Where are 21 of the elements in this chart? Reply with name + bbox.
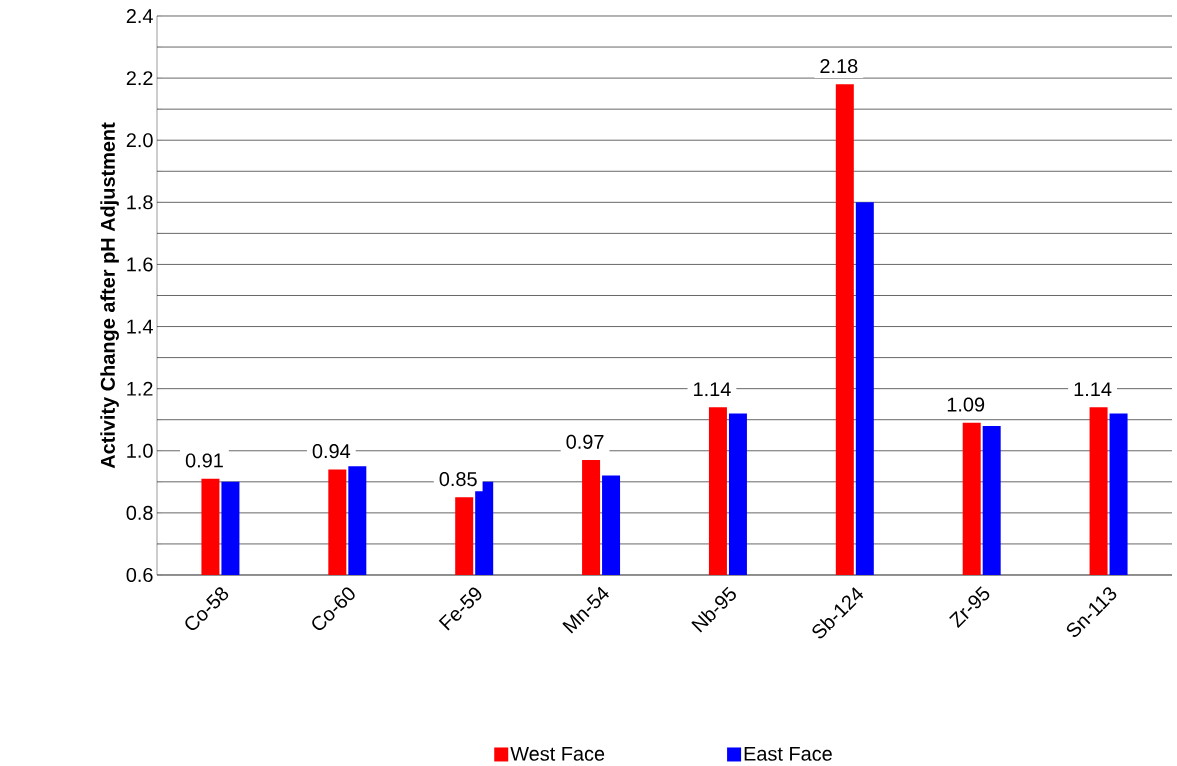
data-label: 0.91 (185, 453, 223, 468)
data-label: 0.97 (566, 434, 604, 449)
y-tick-label: 1.0 (127, 443, 153, 458)
y-tick-label: 0.6 (126, 567, 153, 583)
legend-label: West Face (510, 746, 605, 761)
y-tick-label: 2.2 (126, 71, 153, 86)
data-label: 2.18 (820, 58, 858, 74)
y-tick-label: 1.4 (127, 319, 153, 334)
data-label: 1.14 (694, 382, 731, 397)
y-tick-label: 0.8 (126, 505, 153, 520)
y-tick-label: 1.2 (127, 381, 153, 396)
data-label: 1.14 (1074, 382, 1112, 397)
y-tick-label: 2.0 (126, 133, 153, 148)
legend-label: East Face (744, 746, 832, 761)
y-tick-label: 1.6 (127, 257, 153, 272)
y-tick-label: 1.8 (127, 195, 153, 210)
data-label: 1.09 (947, 397, 985, 412)
y-tick-label: 2.4 (126, 9, 153, 23)
y-axis-title: Activity Change after pH Adjustment (100, 122, 119, 469)
data-label: 0.94 (312, 444, 351, 459)
data-label: 0.85 (439, 472, 477, 487)
